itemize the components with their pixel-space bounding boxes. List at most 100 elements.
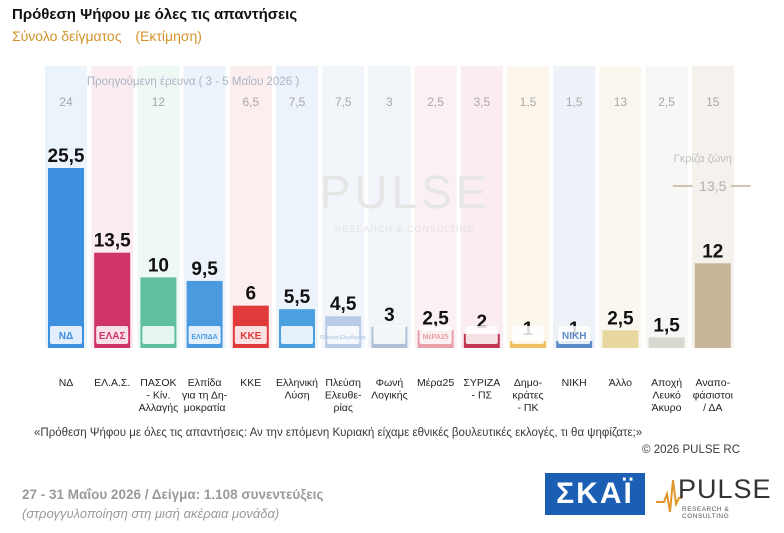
category-label: - Κίν. [146,390,170,402]
category-label: ΝΔ [59,377,74,389]
skai-logo: ΣΚΑΪ [545,473,645,515]
category-label: ΝΙΚΗ [562,377,587,389]
category-label: Αλλαγής [139,402,179,414]
nd-logo-icon [50,326,82,344]
grey-zone-value: 13,5 [699,178,726,194]
column-background [507,66,549,348]
kke-logo-icon [234,326,267,344]
category-label: Φωνή [376,377,404,389]
syriza-logo-icon [465,326,498,344]
survey-dates: 27 - 31 Μαΐου 2026 / Δείγμα: 1.108 συνεν… [22,487,324,502]
category-label: Λογικής [371,390,408,402]
category-label: μοκρατία [184,402,226,414]
elas-logo-icon [96,326,129,344]
bar-value-label: 9,5 [191,259,218,280]
elliniki-lysi-logo-icon [281,326,313,344]
bar [556,340,593,348]
party-logo-text: ΕΛΑΣ [99,331,126,342]
bar-value-label: 5,5 [284,287,311,308]
bar-value-label: 10 [148,255,169,276]
previous-value-label: 2,5 [427,95,444,109]
copyright-text: © 2026 PULSE RC [642,444,740,456]
previous-value-label: 7,5 [289,95,306,109]
mera25-logo-icon [419,326,452,344]
previous-value-label: 15 [706,95,720,109]
chart-subtitle: Σύνολο δείγματος (Εκτίμηση) [12,28,202,44]
previous-survey-label: Προηγούμενη έρευνα ( 3 - 5 Μαΐου 2026 ) [87,76,300,88]
subtitle-sample: Σύνολο δείγματος [12,28,122,44]
bar [648,337,685,348]
party-logo-text: ΕΛΠΙΔΑ [191,334,217,341]
pulse-tagline: RESEARCH & CONSULTING [682,506,730,520]
column-background [368,66,411,348]
column-background [645,66,688,348]
niki-logo-icon [558,326,591,344]
category-label: για τη Δη- [182,390,228,402]
column-background [553,66,596,348]
column-background [460,66,503,348]
previous-value-label: 12 [152,95,166,109]
category-label: Άλλο [609,377,632,389]
bar-value-label: 13,5 [94,231,131,252]
bar [510,340,546,348]
bar-value-label: 4,5 [330,294,357,315]
watermark-text: PULSE [320,166,491,218]
bar-value-label: 12 [702,241,723,262]
bar-value-label: 2,5 [422,308,449,329]
party-logo-text: ΝΔ [59,331,73,342]
bar-value-label: 1,5 [653,315,680,336]
category-label: Δημο- [514,377,543,389]
chart-title: Πρόθεση Ψήφου με όλες τις απαντήσεις [12,6,298,23]
rounding-note: (στρογγυλοποίηση στη μισή ακέραια μονάδα… [22,506,280,521]
category-label: ΕΛ.Α.Σ. [94,377,130,389]
category-label: Ελευθε- [325,390,362,402]
previous-value-label: 6,5 [242,95,259,109]
column-background [414,66,457,348]
previous-value-label: 1,5 [520,95,537,109]
category-label: Ελληνική [276,377,318,389]
bar-value-label: 2,5 [607,308,634,329]
vote-intention-chart: Προηγούμενη έρευνα ( 3 - 5 Μαΐου 2026 ) 2… [45,66,751,414]
previous-value-label: 3,5 [473,95,490,109]
category-label: Πλεύση [325,377,361,389]
bar [694,263,731,348]
subtitle-estimate: (Εκτίμηση) [135,28,202,44]
category-label: / ΔΑ [703,402,722,414]
category-label: Λευκό [652,390,681,402]
bar-value-label: 2 [477,312,488,333]
column-background [229,66,272,348]
previous-value-label: 7,5 [335,95,352,109]
pulse-wave-icon [656,479,682,513]
column-background [599,66,642,348]
previous-value-label: 2,5 [658,95,675,109]
category-label: ρίας [333,402,352,414]
category-label: Μέρα25 [417,377,454,389]
foni-logikis-logo-icon [373,326,406,344]
previous-value-label: 24 [59,95,73,109]
category-label: ΠΑΣΟΚ [140,377,176,389]
previous-value-label: 1,5 [566,95,583,109]
party-logo-text: ΚΚΕ [240,331,261,342]
category-label: ΚΚΕ [240,377,261,389]
category-label: Λύση [284,390,309,402]
elpida-logo-icon [188,326,221,344]
party-logo-text: ΜέΡΑ25 [423,334,449,341]
dimokrates-logo-icon [512,326,544,344]
grey-zone-label: Γκρίζα ζώνη [674,153,732,165]
question-footnote: «Πρόθεση Ψήφου με όλες τις απαντήσεις: Α… [34,427,643,439]
category-label: - ΠΣ [472,390,493,402]
category-label: φάσιστοι [693,390,734,402]
column-background [322,66,365,348]
pasok-logo-icon [142,326,175,344]
column-background [276,66,318,348]
pulse-wordmark: PULSE [678,474,772,504]
bar-value-label: 3 [384,305,395,326]
bar-value-label: 6 [246,284,257,305]
party-logo-text: Πλεύση Ελευθερίας [320,335,367,341]
category-label: Άκυρο [652,402,682,414]
category-label: Αποχή [651,377,682,389]
category-label: - ΠΚ [518,402,539,414]
category-label: Ελπίδα [188,377,222,389]
bar [602,330,639,348]
bar [48,168,84,348]
